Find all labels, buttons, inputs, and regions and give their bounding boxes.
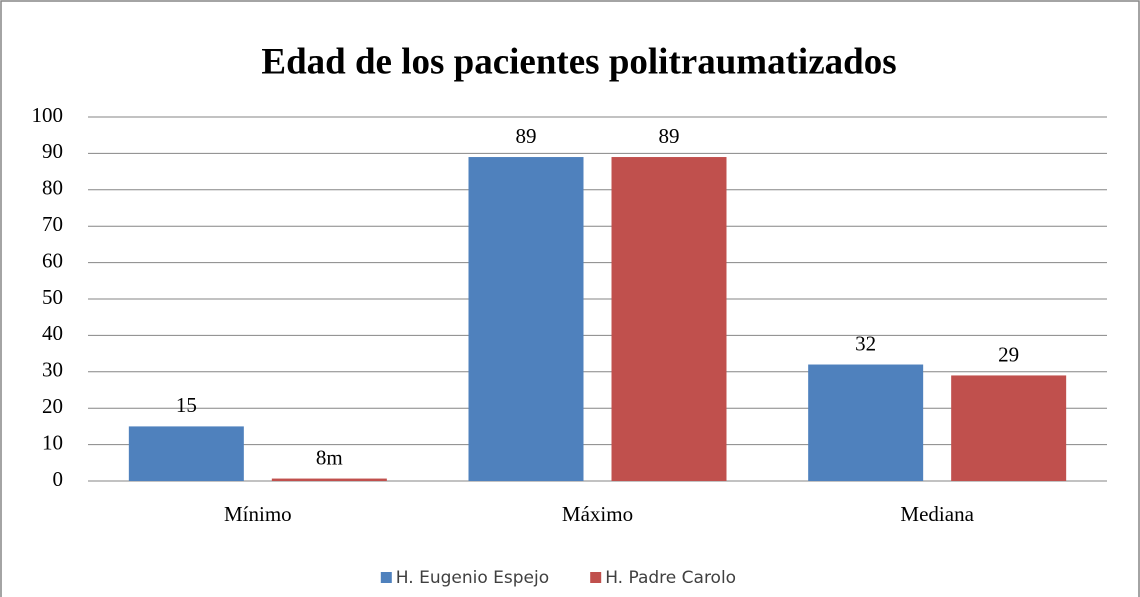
bar [611,157,727,482]
y-tick-label: 40 [42,321,63,345]
x-tick-label: Máximo [562,502,633,526]
y-tick-label: 20 [42,394,63,418]
bar [808,364,924,481]
data-label: 29 [998,342,1019,366]
y-tick-label: 80 [42,176,63,200]
y-tick-label: 70 [42,212,63,236]
bar [128,426,244,481]
legend-swatch [380,572,392,583]
bar [271,478,387,481]
x-tick-label: Mínimo [224,502,292,526]
legend-label: H. Padre Carolo [605,568,736,588]
data-label: 89 [516,124,537,148]
y-tick-label: 10 [42,430,63,454]
y-tick-label: 30 [42,358,63,382]
data-label: 8m [316,445,343,469]
y-tick-label: 100 [32,103,64,127]
y-tick-label: 60 [42,248,63,272]
legend-label: H. Eugenio Espejo [396,568,549,588]
legend-swatch [590,572,602,583]
data-label: 32 [855,331,876,355]
legend: H. Eugenio Espejo H. Padre Carolo [380,568,736,588]
data-label: 15 [176,393,197,417]
chart-title: Edad de los pacientes politraumatizados [261,41,896,82]
y-tick-label: 0 [53,467,64,491]
bar [468,157,584,482]
y-tick-label: 90 [42,139,63,163]
x-tick-label: Mediana [900,502,974,526]
y-tick-label: 50 [42,285,63,309]
bar [951,375,1067,481]
data-label: 89 [659,124,680,148]
